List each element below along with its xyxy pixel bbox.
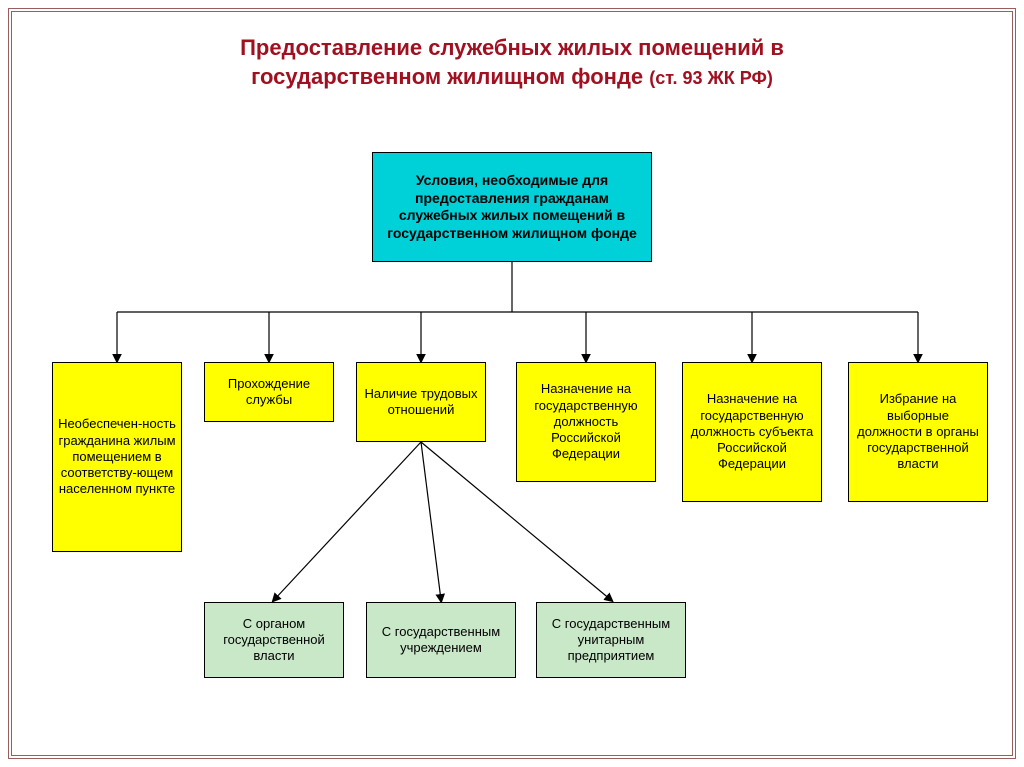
title-suffix: (ст. 93 ЖК РФ) [649,68,773,88]
yellow-box-y5: Назначение на государственную должность … [682,362,822,502]
yellow-box-y4: Назначение на государственную должность … [516,362,656,482]
yellow-box-y2: Прохождение службы [204,362,334,422]
green-box-text: С государственным унитарным предприятием [541,616,681,665]
yellow-box-text: Назначение на государственную должность … [521,381,651,462]
top-condition-text: Условия, необходимые для предоставления … [377,172,647,242]
slide-frame: Предоставление служебных жилых помещений… [8,8,1016,759]
slide-title: Предоставление служебных жилых помещений… [132,34,892,91]
green-box-g3: С государственным унитарным предприятием [536,602,686,678]
green-box-text: С органом государственной власти [209,616,339,665]
green-box-g1: С органом государственной власти [204,602,344,678]
yellow-box-text: Наличие трудовых отношений [361,386,481,419]
yellow-box-text: Избрание на выборные должности в органы … [853,391,983,472]
yellow-box-text: Прохождение службы [209,376,329,409]
yellow-box-text: Необеспечен-ность гражданина жилым помещ… [57,416,177,497]
yellow-box-y6: Избрание на выборные должности в органы … [848,362,988,502]
green-box-g2: С государственным учреждением [366,602,516,678]
green-box-text: С государственным учреждением [371,624,511,657]
yellow-box-text: Назначение на государственную должность … [687,391,817,472]
top-condition-box: Условия, необходимые для предоставления … [372,152,652,262]
yellow-box-y3: Наличие трудовых отношений [356,362,486,442]
title-line2: государственном жилищном фонде [251,64,649,89]
yellow-box-y1: Необеспечен-ность гражданина жилым помещ… [52,362,182,552]
title-line1: Предоставление служебных жилых помещений… [240,35,784,60]
